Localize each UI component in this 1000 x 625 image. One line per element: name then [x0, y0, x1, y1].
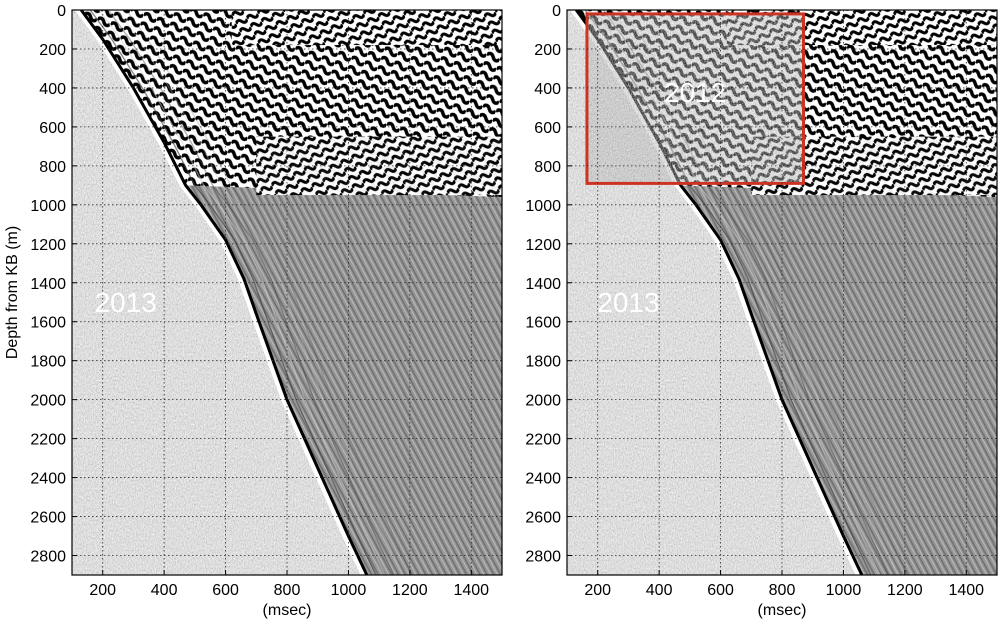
y-tick-label: 2000 [30, 393, 66, 410]
highlight-box [585, 12, 806, 185]
y-tick-label: 200 [39, 42, 66, 59]
x-tick-label: 1200 [887, 582, 923, 599]
box-noise-fill [586, 13, 804, 184]
x-tick-label: 400 [646, 582, 673, 599]
x-tick-label: 800 [274, 582, 301, 599]
x-tick-label: 600 [212, 582, 239, 599]
x-tick-label: 200 [89, 582, 116, 599]
top-strong-band [231, 10, 502, 46]
x-tick-label: 1000 [826, 582, 862, 599]
x-tick-label: 200 [584, 582, 611, 599]
left-panel: 200 400 600 800 1000 1200 1400 0 200 400 600 800 100… [4, 3, 503, 619]
x-tick-label: 400 [151, 582, 178, 599]
x-tick-label: 1400 [453, 582, 489, 599]
y-tick-label: 2400 [525, 471, 561, 488]
x-tick-label: 1400 [948, 582, 984, 599]
y-tick-label: 600 [534, 120, 561, 137]
year-annotation: 2013 [95, 287, 157, 318]
y-tick-label: 2000 [525, 393, 561, 410]
x-tick-label: 1000 [331, 582, 367, 599]
right-seismic-image [567, 10, 997, 575]
y-tick-label: 2600 [525, 510, 561, 527]
x-axis-label: (msec) [758, 602, 807, 619]
y-tick-label: 200 [534, 42, 561, 59]
y-tick-label: 400 [534, 81, 561, 98]
y-tick-label: 1800 [30, 354, 66, 371]
y-tick-label: 2200 [525, 432, 561, 449]
y-tick-label: 2400 [30, 471, 66, 488]
left-seismic-image [72, 10, 502, 575]
y-tick-label: 2800 [30, 549, 66, 566]
y-tick-label: 2800 [525, 549, 561, 566]
y-tick-label: 2600 [30, 510, 66, 527]
y-tick-label: 400 [39, 81, 66, 98]
x-tick-label: 800 [769, 582, 796, 599]
x-axis-label: (msec) [263, 602, 312, 619]
y-axis-label: Depth from KB (m) [4, 226, 21, 359]
y-tick-label: 1000 [525, 198, 561, 215]
y-tick-label: 600 [39, 120, 66, 137]
y-tick-label: 800 [39, 159, 66, 176]
y-tick-label: 1200 [30, 237, 66, 254]
y-tick-label: 1800 [525, 354, 561, 371]
y-tick-label: 0 [552, 3, 561, 20]
panels-group: 200 400 600 800 1000 1200 1400 0 200 400 600 800 100… [4, 3, 998, 619]
x-tick-label: 600 [707, 582, 734, 599]
y-tick-label: 1400 [30, 276, 66, 293]
year-annotation: 2013 [597, 287, 659, 318]
y-tick-label: 0 [57, 3, 66, 20]
y-tick-label: 1000 [30, 198, 66, 215]
following-wavelet [125, 10, 413, 575]
right-panel: 2012 200 400 600 800 1000 1200 1400 0 200 400 600 80… [525, 3, 998, 619]
y-tick-label: 1600 [30, 315, 66, 332]
highlight-box-label: 2012 [664, 77, 726, 108]
y-tick-label: 1400 [525, 276, 561, 293]
following-wavelet [98, 10, 386, 575]
x-tick-label: 1200 [392, 582, 428, 599]
y-tick-label: 1600 [525, 315, 561, 332]
y-tick-label: 1200 [525, 237, 561, 254]
following-wavelet [89, 10, 377, 575]
y-tick-label: 800 [534, 159, 561, 176]
y-tick-label: 2200 [30, 432, 66, 449]
